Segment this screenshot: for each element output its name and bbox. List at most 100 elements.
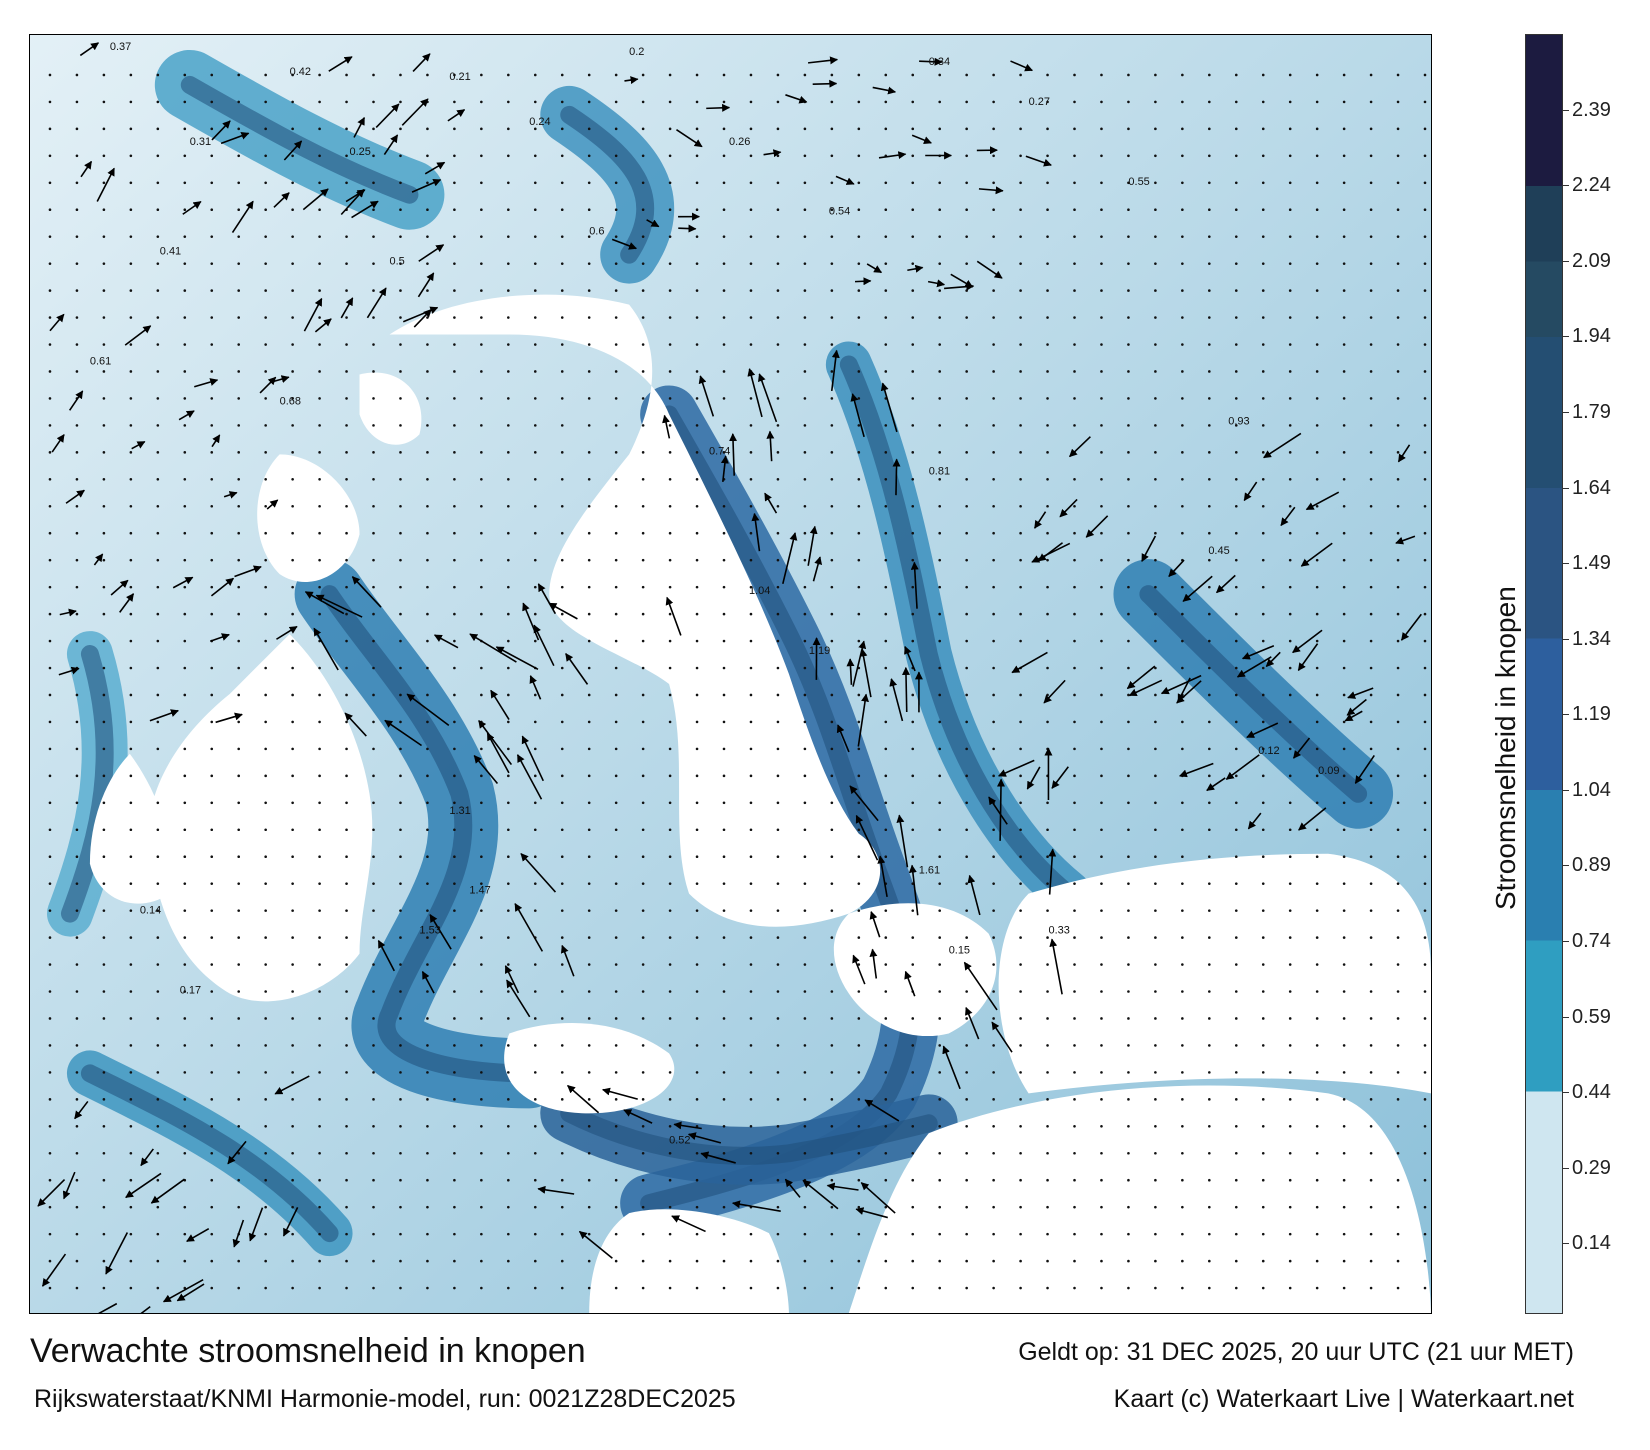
current-arrow xyxy=(872,86,897,95)
current-arrow xyxy=(1033,511,1047,529)
grid-dot xyxy=(318,1232,321,1236)
current-arrow xyxy=(1298,807,1327,831)
grid-dot xyxy=(695,208,699,212)
current-arrow xyxy=(578,1230,613,1259)
grid-dot xyxy=(830,343,834,346)
grid-dot xyxy=(1234,828,1238,832)
grid-dot xyxy=(776,639,780,643)
grid-dot xyxy=(641,1286,645,1290)
grid-dot xyxy=(1423,316,1427,319)
current-arrow xyxy=(131,440,146,450)
grid-dot xyxy=(372,100,375,104)
grid-dot xyxy=(695,478,699,481)
grid-dot xyxy=(1369,639,1373,643)
grid-dot xyxy=(1100,1259,1103,1263)
grid-dot xyxy=(507,720,510,724)
grid-dot xyxy=(237,397,241,400)
grid-dot xyxy=(695,531,699,535)
grid-dot xyxy=(1396,316,1400,319)
grid-dot xyxy=(480,882,483,885)
grid-dot xyxy=(264,1178,267,1182)
grid-dot xyxy=(345,1178,348,1182)
grid-dot xyxy=(480,936,483,939)
grid-dot xyxy=(1234,936,1238,939)
grid-dot xyxy=(668,208,672,212)
grid-dot xyxy=(1046,855,1049,859)
grid-dot xyxy=(372,990,375,993)
grid-dot xyxy=(453,100,456,104)
grid-dot xyxy=(1046,424,1049,427)
current-arrow xyxy=(676,128,703,148)
grid-dot xyxy=(75,127,79,131)
grid-dot xyxy=(372,1286,375,1290)
grid-dot xyxy=(1396,504,1400,508)
grid-dot xyxy=(992,1017,995,1020)
current-arrow xyxy=(849,785,879,822)
grid-dot xyxy=(911,154,915,158)
grid-dot xyxy=(722,370,726,373)
grid-dot xyxy=(399,451,402,454)
grid-dot xyxy=(776,181,780,185)
grid-dot xyxy=(372,1071,375,1074)
grid-dot xyxy=(399,531,402,535)
grid-dot xyxy=(48,720,52,724)
grid-dot xyxy=(641,100,645,104)
grid-dot xyxy=(183,990,187,993)
grid-dot xyxy=(1288,936,1292,939)
grid-dot xyxy=(1342,639,1346,643)
grid-dot xyxy=(102,558,106,562)
current-arrow xyxy=(1297,643,1319,672)
grid-dot xyxy=(776,424,780,427)
grid-dot xyxy=(372,1124,375,1128)
current-arrow xyxy=(150,1178,185,1204)
grid-dot xyxy=(426,747,429,751)
grid-dot xyxy=(938,1124,941,1128)
grid-dot xyxy=(129,1098,133,1101)
grid-dot xyxy=(884,774,888,778)
grid-dot xyxy=(1369,990,1373,993)
grid-dot xyxy=(614,235,618,238)
grid-dot xyxy=(938,720,941,724)
grid-dot xyxy=(1181,154,1184,158)
grid-dot xyxy=(965,1259,968,1263)
grid-dot xyxy=(1234,181,1238,185)
grid-dot xyxy=(830,612,834,616)
grid-dot xyxy=(668,370,672,373)
grid-dot xyxy=(911,1017,915,1020)
current-arrow xyxy=(490,689,510,720)
grid-dot xyxy=(1315,828,1319,832)
current-arrow xyxy=(411,178,442,193)
grid-dot xyxy=(938,73,941,77)
grid-dot xyxy=(102,693,106,697)
grid-dot xyxy=(1261,1232,1265,1236)
grid-dot xyxy=(938,424,941,427)
grid-dot xyxy=(264,235,267,238)
grid-dot xyxy=(668,963,672,966)
current-arrow xyxy=(176,1283,205,1302)
grid-dot xyxy=(1100,208,1103,212)
grid-dot xyxy=(1315,424,1319,427)
grid-dot xyxy=(533,1205,537,1209)
grid-dot xyxy=(318,451,321,454)
grid-dot xyxy=(1046,73,1049,77)
grid-dot xyxy=(803,127,807,131)
current-arrow xyxy=(140,1148,154,1167)
colorbar-tick-label: 1.49 xyxy=(1572,552,1611,575)
grid-dot xyxy=(560,1205,564,1209)
grid-dot xyxy=(668,100,672,104)
grid-dot xyxy=(1046,990,1049,993)
grid-dot xyxy=(857,316,861,319)
grid-dot xyxy=(695,1259,699,1263)
grid-dot xyxy=(237,693,241,697)
grid-dot xyxy=(803,478,807,481)
grid-dot xyxy=(372,855,375,859)
grid-dot xyxy=(1288,235,1292,238)
grid-dot xyxy=(480,963,483,966)
grid-dot xyxy=(992,451,995,454)
grid-dot xyxy=(830,504,834,508)
grid-dot xyxy=(129,181,133,185)
grid-dot xyxy=(938,1178,941,1182)
grid-dot xyxy=(1019,693,1022,697)
grid-dot xyxy=(533,639,537,643)
grid-dot xyxy=(399,1205,402,1209)
